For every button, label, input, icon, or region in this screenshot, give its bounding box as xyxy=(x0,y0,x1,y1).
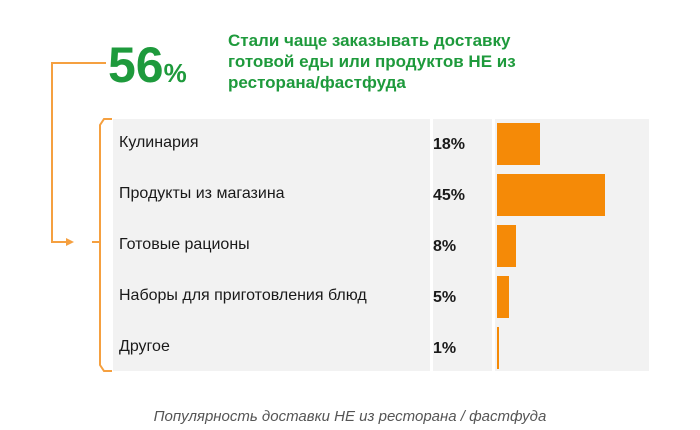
chart-row: Наборы для приготовления блюд 5% xyxy=(113,272,649,320)
value-label: 18% xyxy=(433,136,466,153)
chart-row: Продукты из магазина 45% xyxy=(113,170,649,218)
category-label: Продукты из магазина xyxy=(119,185,285,202)
table-bracket xyxy=(99,118,112,372)
value-label: 5% xyxy=(433,289,457,306)
headline-percent-sign: % xyxy=(163,58,187,88)
column-divider xyxy=(430,119,433,371)
chart-row: Кулинария 18% xyxy=(113,119,649,167)
bar xyxy=(497,327,500,369)
headline-line: готовой еды или продуктов НЕ из xyxy=(228,52,516,71)
headline-text: Стали чаще заказывать доставку готовой е… xyxy=(228,30,558,93)
bar xyxy=(497,276,509,318)
connector-arrow xyxy=(66,238,74,246)
bar xyxy=(497,174,605,216)
bar xyxy=(497,123,541,165)
category-label: Наборы для приготовления блюд xyxy=(119,287,367,304)
headline-line: Стали чаще заказывать доставку xyxy=(228,31,511,50)
bar xyxy=(497,225,517,267)
chart-caption: Популярность доставки НЕ из ресторана / … xyxy=(153,408,547,425)
chart-row: Другое 1% xyxy=(113,323,649,371)
category-label: Готовые рационы xyxy=(119,236,250,253)
category-label: Другое xyxy=(119,338,170,355)
headline-percent: 56% xyxy=(108,36,187,94)
chart-row: Готовые рационы 8% xyxy=(113,221,649,269)
connector-line xyxy=(51,62,106,243)
headline-percent-number: 56 xyxy=(108,37,164,93)
value-label: 8% xyxy=(433,238,457,255)
value-label: 45% xyxy=(433,187,466,204)
headline-line: ресторана/фастфуда xyxy=(228,73,406,92)
value-label: 1% xyxy=(433,340,457,357)
category-label: Кулинария xyxy=(119,134,199,151)
column-divider xyxy=(492,119,495,371)
